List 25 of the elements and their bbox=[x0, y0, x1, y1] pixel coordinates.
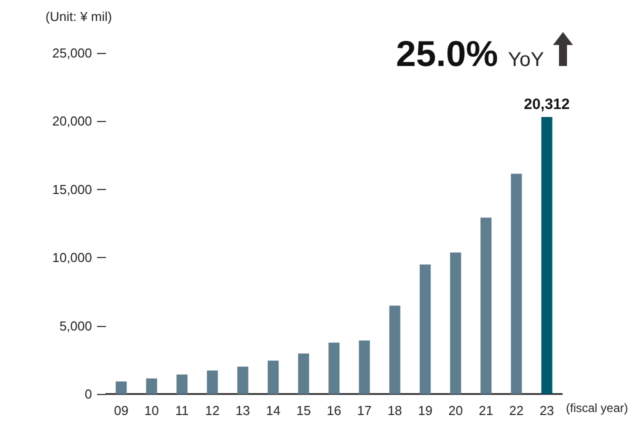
x-tick-label: 21 bbox=[478, 403, 494, 418]
x-tick-label: 20 bbox=[448, 403, 463, 418]
x-tick-label: 11 bbox=[175, 403, 189, 418]
x-axis-title: (fiscal year) bbox=[566, 401, 628, 415]
x-tick-label: 18 bbox=[388, 403, 402, 418]
x-tick-label: 17 bbox=[357, 403, 372, 418]
y-tick-label: 20,000 bbox=[52, 114, 92, 129]
x-tick-label: 13 bbox=[236, 403, 250, 418]
y-tick-label: 15,000 bbox=[52, 182, 92, 197]
y-axis-title: (Unit: ¥ mil) bbox=[46, 9, 112, 24]
x-tick-label: 15 bbox=[296, 403, 311, 418]
y-tick-label: 25,000 bbox=[52, 46, 92, 60]
x-tick-label: 22 bbox=[509, 403, 524, 418]
x-tick-label: 19 bbox=[418, 403, 432, 418]
y-tick-label: 10,000 bbox=[52, 250, 92, 266]
x-tick-label: 12 bbox=[205, 403, 220, 418]
y-tick-label: 0 bbox=[84, 386, 92, 402]
x-tick-label: 09 bbox=[114, 403, 128, 418]
y-tick-label: 5,000 bbox=[59, 318, 92, 334]
x-tick-label: 23 bbox=[540, 403, 554, 418]
x-tick-label: 14 bbox=[266, 403, 280, 418]
data-label: 20,312 bbox=[524, 96, 570, 113]
x-tick-label: 16 bbox=[326, 403, 342, 418]
x-tick-label: 10 bbox=[144, 403, 159, 418]
annotation: 25.0% YoY bbox=[396, 33, 544, 74]
